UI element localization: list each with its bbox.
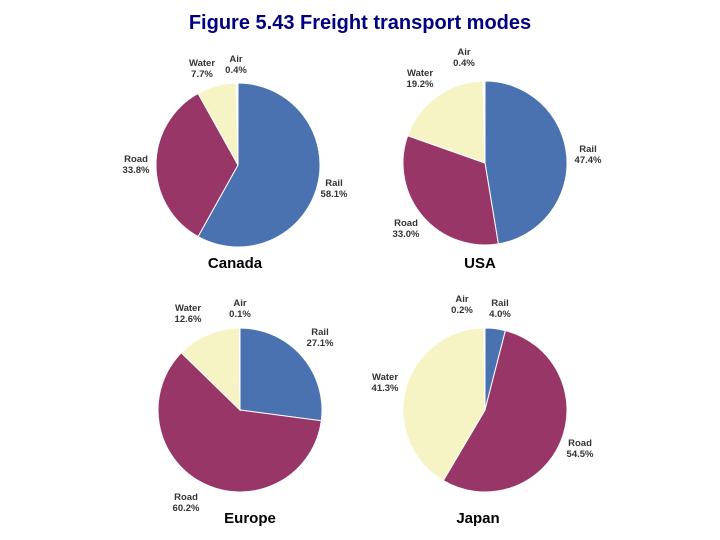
value-air: 0.2% bbox=[451, 305, 473, 316]
slice-road bbox=[157, 352, 322, 493]
label-air: Air bbox=[233, 298, 247, 309]
slice-rail bbox=[484, 80, 568, 245]
slice-water bbox=[402, 327, 486, 482]
label-rail: Rail bbox=[579, 144, 596, 155]
slice-road bbox=[402, 135, 499, 246]
label-road: Road bbox=[568, 438, 592, 449]
chart-caption: Japan bbox=[456, 510, 499, 527]
value-water: 7.7% bbox=[191, 69, 213, 80]
label-water: Water bbox=[407, 68, 433, 79]
value-water: 19.2% bbox=[407, 79, 434, 90]
chart-caption: Canada bbox=[208, 255, 263, 272]
figure-title: Figure 5.43 Freight transport modes bbox=[188, 12, 532, 34]
value-road: 33.8% bbox=[123, 165, 150, 176]
value-water: 12.6% bbox=[175, 314, 202, 325]
slice-air bbox=[235, 82, 239, 166]
value-air: 0.1% bbox=[229, 309, 251, 320]
label-water: Water bbox=[175, 303, 201, 314]
label-road: Road bbox=[124, 154, 148, 165]
value-rail: 27.1% bbox=[307, 338, 334, 349]
label-air: Air bbox=[229, 54, 243, 65]
value-water: 41.3% bbox=[372, 383, 399, 394]
label-water: Water bbox=[189, 58, 215, 69]
value-road: 60.2% bbox=[173, 503, 200, 514]
value-air: 0.4% bbox=[453, 58, 475, 69]
value-road: 33.0% bbox=[393, 229, 420, 240]
label-rail: Rail bbox=[325, 178, 342, 189]
slice-water bbox=[180, 327, 241, 412]
value-air: 0.4% bbox=[225, 65, 247, 76]
label-air: Air bbox=[457, 47, 471, 58]
value-rail: 58.1% bbox=[321, 189, 348, 200]
label-rail: Rail bbox=[491, 298, 508, 309]
slice-rail bbox=[239, 327, 323, 422]
slice-rail bbox=[197, 82, 321, 248]
chart-caption: USA bbox=[464, 255, 496, 272]
label-rail: Rail bbox=[311, 327, 328, 338]
value-road: 54.5% bbox=[567, 449, 594, 460]
label-water: Water bbox=[372, 372, 398, 383]
slice-road bbox=[442, 329, 568, 493]
label-air: Air bbox=[455, 294, 469, 305]
label-road: Road bbox=[174, 492, 198, 503]
slice-air bbox=[483, 327, 486, 411]
label-road: Road bbox=[394, 218, 418, 229]
value-rail: 4.0% bbox=[489, 309, 511, 320]
chart-caption: Europe bbox=[224, 510, 276, 527]
value-rail: 47.4% bbox=[575, 155, 602, 166]
slice-water bbox=[407, 80, 486, 164]
slice-air bbox=[482, 80, 486, 164]
slice-air bbox=[238, 327, 241, 411]
